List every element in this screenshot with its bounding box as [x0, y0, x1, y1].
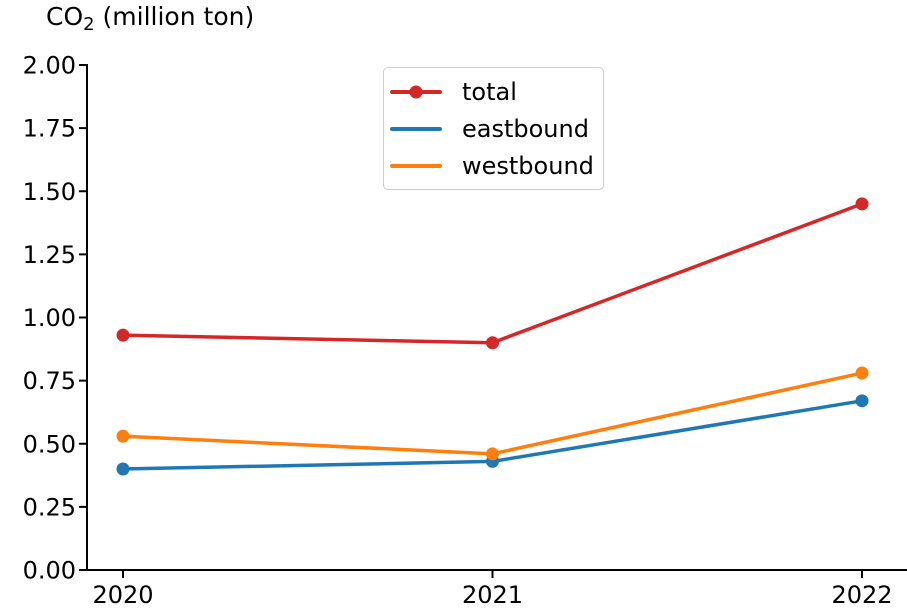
eastbound-marker-2020	[116, 462, 130, 476]
total-marker-2021	[486, 336, 499, 350]
legend-sample-total	[390, 85, 442, 98]
legend-sample-westbound	[390, 163, 442, 168]
total-marker-2022	[855, 197, 869, 211]
x-tick-label: 2021	[462, 581, 523, 609]
westbound-marker-2022	[855, 366, 869, 380]
chart-title-prefix: CO	[46, 2, 84, 31]
y-tick-label: 2.00	[23, 52, 76, 80]
y-tick-label: 1.50	[23, 178, 76, 206]
x-tick-label: 2020	[92, 581, 153, 609]
y-tick-label: 0.25	[23, 493, 76, 521]
eastbound-marker-2022	[855, 394, 869, 408]
legend-label: westbound	[462, 151, 594, 180]
legend: total eastbound westbound	[383, 67, 604, 190]
x-tick-label: 2022	[831, 581, 892, 609]
westbound-marker-2020	[116, 429, 130, 443]
chart-title-subscript: 2	[83, 14, 95, 35]
westbound-marker-2021	[486, 447, 499, 461]
y-tick-label: 1.00	[23, 304, 76, 332]
westbound-line	[121, 371, 864, 456]
chart-title: CO2 (million ton)	[46, 2, 255, 35]
legend-item-eastbound: eastbound	[384, 115, 603, 143]
total-marker-2020	[116, 328, 130, 342]
y-tick-label: 1.75	[23, 115, 76, 143]
y-tick-label: 0.75	[23, 367, 76, 395]
legend-item-westbound: westbound	[384, 152, 603, 180]
legend-marker-icon	[409, 85, 423, 98]
total-line	[121, 202, 864, 345]
legend-sample-eastbound	[390, 126, 442, 131]
y-tick-label: 1.25	[23, 241, 76, 269]
y-tick-label: 0.50	[23, 430, 76, 458]
y-tick-label: 0.00	[23, 557, 76, 585]
legend-label: total	[462, 77, 517, 106]
legend-label: eastbound	[462, 114, 589, 143]
legend-item-total: total	[384, 78, 603, 106]
chart-title-suffix: (million ton)	[94, 2, 255, 31]
